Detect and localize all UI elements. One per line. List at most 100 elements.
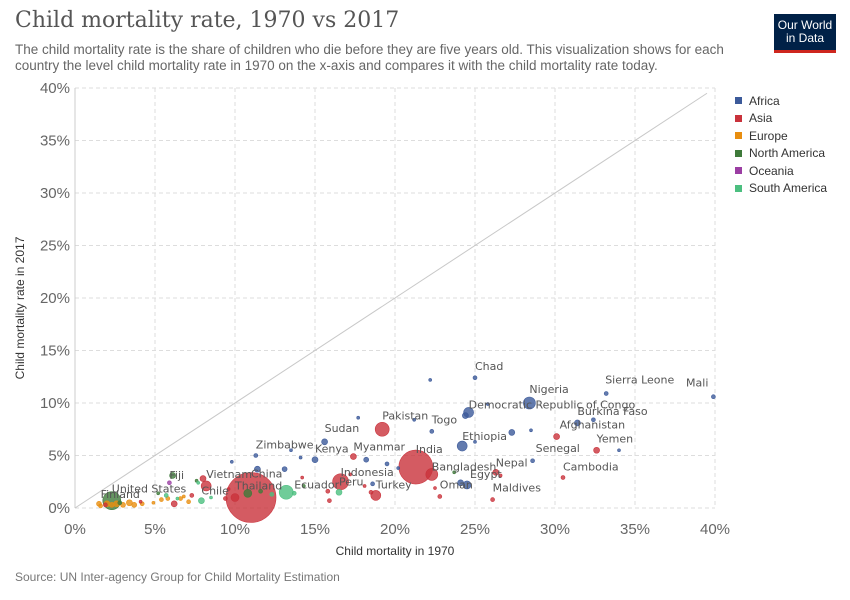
x-tick-label: 10%: [220, 521, 250, 538]
data-point: [151, 500, 156, 505]
data-point: [301, 484, 306, 488]
owid-logo[interactable]: Our World in Data: [774, 14, 836, 53]
data-point: [254, 465, 261, 473]
data-point: [370, 490, 382, 501]
point-label: Chad: [475, 360, 503, 373]
point-label: Ecuador: [294, 478, 339, 491]
legend-swatch: [735, 114, 742, 122]
data-point: [356, 415, 361, 420]
data-point: [178, 496, 183, 501]
data-point: [325, 488, 331, 494]
data-point: [603, 391, 609, 396]
point-label: Nepal: [496, 456, 528, 469]
data-point: [456, 440, 468, 452]
point-label: Afghanistan: [560, 419, 626, 432]
chart-title: Child mortality rate, 1970 vs 2017: [15, 8, 400, 33]
data-point: [209, 495, 213, 500]
point-label: Chile: [201, 485, 229, 498]
legend-label: Europe: [749, 128, 788, 143]
data-point: [560, 475, 566, 480]
point-label: Burkina Faso: [577, 405, 647, 418]
point-label: Maldives: [493, 482, 542, 495]
data-point: [175, 496, 180, 501]
legend-label: South America: [749, 181, 828, 196]
data-point: [169, 472, 176, 479]
data-point: [253, 453, 259, 458]
point-label: India: [416, 443, 443, 456]
point-label: Sudan: [325, 422, 360, 435]
data-point: [574, 419, 581, 427]
point-label: Sierra Leone: [605, 374, 674, 387]
legend-item[interactable]: South America: [735, 180, 827, 198]
data-point: [138, 499, 143, 504]
logo-text-line1: Our World: [777, 18, 833, 32]
x-tick-label: 0%: [64, 521, 86, 538]
data-point: [170, 500, 178, 508]
data-point: [117, 500, 123, 506]
y-tick-label: 15%: [40, 343, 70, 360]
legend-swatch: [735, 149, 742, 157]
data-point: [617, 448, 621, 453]
x-tick-label: 20%: [380, 521, 410, 538]
data-point: [311, 456, 319, 464]
data-point: [412, 417, 417, 422]
data-point: [492, 468, 500, 476]
data-point: [335, 488, 343, 496]
legend-swatch: [735, 184, 742, 192]
data-point: [98, 503, 103, 509]
legend-label: Asia: [749, 111, 773, 126]
y-tick-label: 25%: [40, 238, 70, 255]
x-tick-label: 15%: [300, 521, 330, 538]
data-point: [156, 491, 160, 496]
y-tick-label: 20%: [40, 290, 70, 307]
y-tick-label: 5%: [48, 448, 70, 465]
point-label: Egypt: [470, 468, 502, 481]
data-point: [498, 473, 503, 478]
data-point: [182, 494, 186, 499]
data-point: [593, 446, 600, 454]
data-point: [159, 497, 164, 502]
point-label: Senegal: [536, 442, 580, 455]
data-point: [591, 417, 596, 423]
data-point: [711, 394, 716, 400]
y-axis-label: Child mortality rate in 2017: [13, 236, 27, 379]
data-point: [186, 499, 191, 505]
data-point: [350, 453, 357, 460]
data-point: [490, 497, 495, 502]
data-point: [348, 472, 353, 477]
point-label: Democratic Republic of Congo: [469, 398, 636, 411]
data-point: [429, 429, 435, 434]
point-label: Indonesia: [341, 466, 394, 479]
data-point: [530, 458, 535, 464]
data-point: [189, 493, 195, 498]
data-point: [374, 421, 390, 437]
legend-item[interactable]: Asia: [735, 110, 827, 128]
point-label: Turkey: [375, 478, 412, 491]
point-label: Thailand: [234, 480, 282, 493]
point-label: Yemen: [596, 432, 634, 445]
point-label: Peru: [339, 475, 364, 488]
data-point: [508, 429, 516, 436]
data-point: [457, 479, 464, 487]
data-point: [396, 466, 401, 470]
legend-swatch: [735, 97, 742, 105]
legend-item[interactable]: Oceania: [735, 162, 827, 180]
data-point: [258, 488, 263, 494]
data-point: [223, 496, 228, 501]
legend-label: North America: [749, 146, 826, 161]
y-tick-label: 30%: [40, 185, 70, 202]
point-label: Zimbabwe: [256, 439, 314, 452]
data-point: [553, 433, 560, 440]
y-tick-label: 10%: [40, 395, 70, 412]
chart-subtitle: The child mortality rate is the share of…: [15, 42, 724, 73]
data-point: [433, 486, 437, 490]
legend-item[interactable]: North America: [735, 145, 827, 163]
legend-item[interactable]: Africa: [735, 92, 827, 110]
point-label: Oman: [440, 478, 473, 491]
y-tick-label: 35%: [40, 133, 70, 150]
legend-item[interactable]: Europe: [735, 127, 827, 145]
data-point: [289, 448, 293, 453]
data-point: [103, 502, 108, 508]
x-tick-label: 40%: [700, 521, 730, 538]
